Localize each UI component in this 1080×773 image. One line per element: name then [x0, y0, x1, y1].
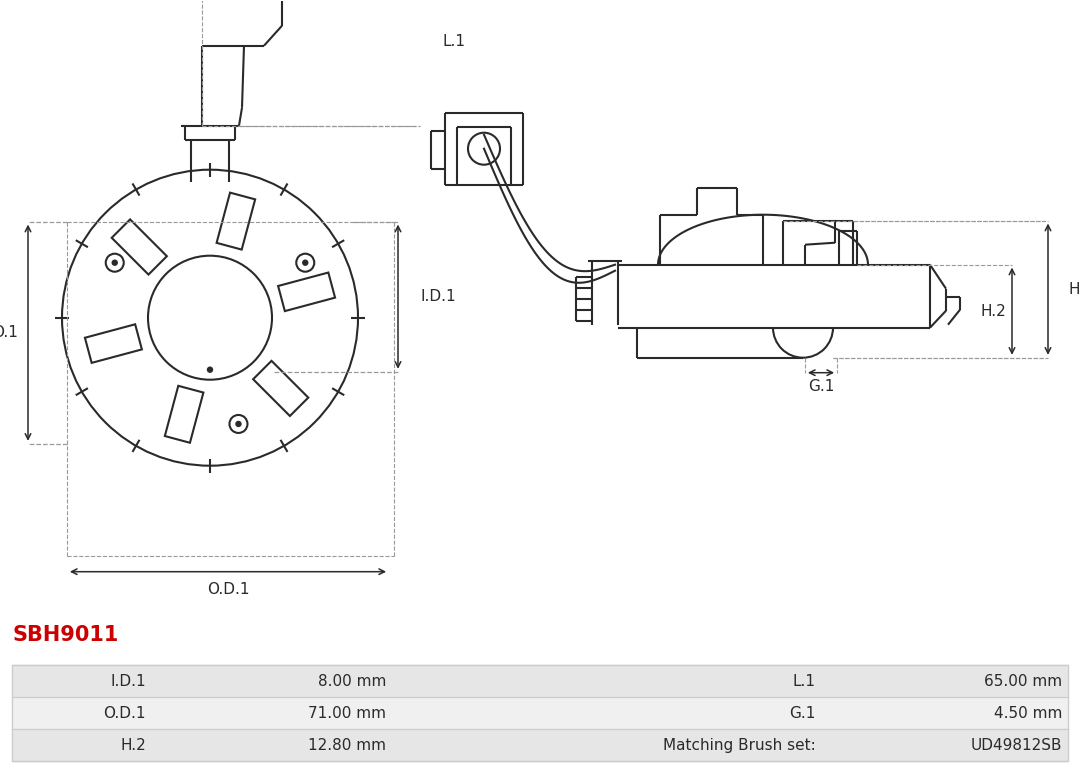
Text: H.1: H.1: [1068, 281, 1080, 297]
Text: Matching Brush set:: Matching Brush set:: [663, 737, 816, 753]
Text: H.2: H.2: [120, 737, 146, 753]
Text: 65.00 mm: 65.00 mm: [984, 674, 1062, 689]
Text: 4.50 mm: 4.50 mm: [994, 706, 1062, 720]
Text: 8.00 mm: 8.00 mm: [318, 674, 386, 689]
Bar: [12, 729, 1068, 761]
Text: O.D.1: O.D.1: [104, 706, 146, 720]
Text: G.1: G.1: [808, 380, 834, 394]
Bar: [12, 666, 1068, 761]
Text: O.D.1: O.D.1: [206, 582, 249, 598]
Text: 71.00 mm: 71.00 mm: [308, 706, 386, 720]
Circle shape: [207, 367, 213, 373]
Text: SBH9011: SBH9011: [12, 625, 119, 645]
Circle shape: [235, 421, 241, 427]
Text: 12.80 mm: 12.80 mm: [308, 737, 386, 753]
Text: UD49812SB: UD49812SB: [971, 737, 1062, 753]
Text: O.1: O.1: [0, 325, 18, 340]
Text: I.D.1: I.D.1: [110, 674, 146, 689]
Bar: [12, 697, 1068, 729]
Text: I.D.1: I.D.1: [420, 289, 456, 305]
Text: L.1: L.1: [442, 34, 465, 49]
Circle shape: [112, 261, 118, 265]
Bar: [12, 666, 1068, 697]
Circle shape: [302, 261, 308, 265]
Text: L.1: L.1: [793, 674, 816, 689]
Text: G.1: G.1: [789, 706, 816, 720]
Text: H.2: H.2: [981, 304, 1005, 318]
